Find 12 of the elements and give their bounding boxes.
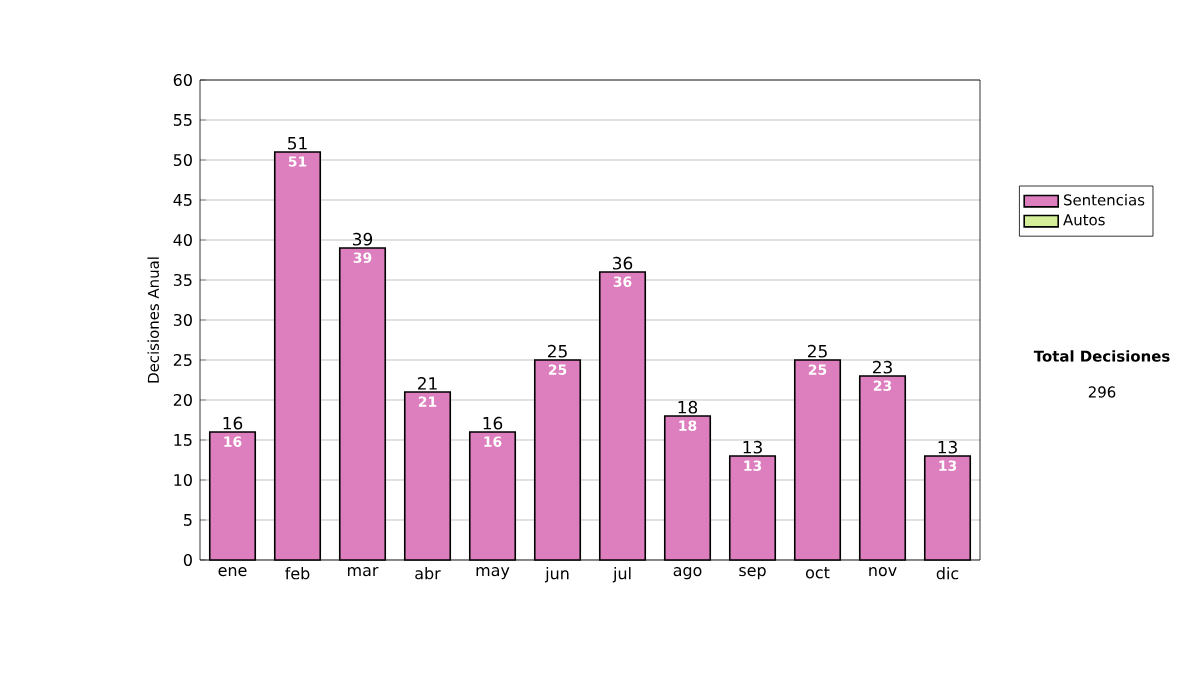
total-label: 51 (288, 137, 307, 150)
total-label: 39 (353, 232, 373, 246)
total-label: 16 (483, 416, 503, 430)
total-label: 13 (743, 440, 762, 454)
total-label: 23 (872, 360, 892, 374)
total-label: 25 (547, 344, 567, 358)
total-label: 16 (223, 416, 243, 430)
total-label: 13 (938, 440, 957, 454)
total-label: 21 (417, 377, 437, 390)
total-label: 25 (807, 344, 827, 358)
total-label: 18 (678, 400, 698, 414)
total-label: 36 (613, 256, 633, 270)
